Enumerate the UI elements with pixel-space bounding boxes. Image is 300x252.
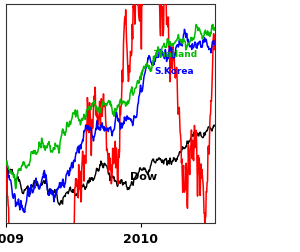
Text: 22.8%: 22.8% (241, 175, 277, 185)
Text: Thailand: Thailand (154, 49, 198, 58)
Text: 71%: 71% (245, 66, 272, 76)
Text: 81%: 81% (245, 32, 272, 42)
Text: 68%: 68% (245, 92, 272, 102)
Text: S.Korea: S.Korea (154, 67, 194, 76)
Text: Dow: Dow (130, 171, 157, 181)
